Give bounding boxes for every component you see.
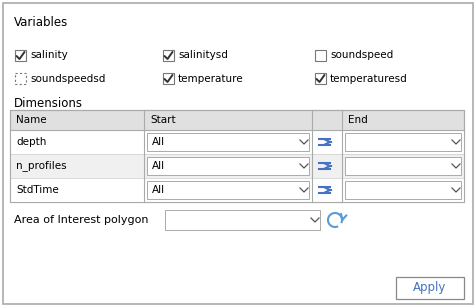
Text: Dimensions: Dimensions — [14, 97, 83, 110]
Bar — [315, 73, 326, 84]
Bar — [345, 157, 461, 175]
Bar — [15, 73, 26, 84]
Text: salinity: salinity — [30, 50, 68, 60]
Bar — [147, 133, 309, 151]
Text: Area of Interest polygon: Area of Interest polygon — [14, 215, 149, 225]
Bar — [10, 130, 464, 154]
Bar — [147, 181, 309, 199]
Text: All: All — [152, 161, 165, 171]
Bar — [10, 110, 464, 202]
Text: End: End — [348, 115, 368, 125]
Bar — [10, 178, 464, 202]
Text: soundspeedsd: soundspeedsd — [30, 73, 105, 84]
Bar — [396, 277, 464, 299]
Bar — [163, 50, 174, 61]
Text: Start: Start — [150, 115, 176, 125]
Text: Name: Name — [16, 115, 47, 125]
Text: temperaturesd: temperaturesd — [330, 73, 408, 84]
Bar — [165, 210, 320, 230]
Text: All: All — [152, 185, 165, 195]
Text: Apply: Apply — [413, 282, 446, 294]
Text: All: All — [152, 137, 165, 147]
Text: n_profiles: n_profiles — [16, 161, 67, 171]
Text: soundspeed: soundspeed — [330, 50, 393, 60]
Bar — [15, 50, 26, 61]
Bar — [315, 50, 326, 61]
Text: temperature: temperature — [178, 73, 244, 84]
Text: Variables: Variables — [14, 16, 68, 29]
Bar — [345, 133, 461, 151]
Text: depth: depth — [16, 137, 46, 147]
Bar — [10, 110, 464, 202]
Text: StdTime: StdTime — [16, 185, 59, 195]
Text: salinitysd: salinitysd — [178, 50, 228, 60]
Bar — [147, 157, 309, 175]
Bar — [10, 154, 464, 178]
Bar — [163, 73, 174, 84]
Bar — [345, 181, 461, 199]
